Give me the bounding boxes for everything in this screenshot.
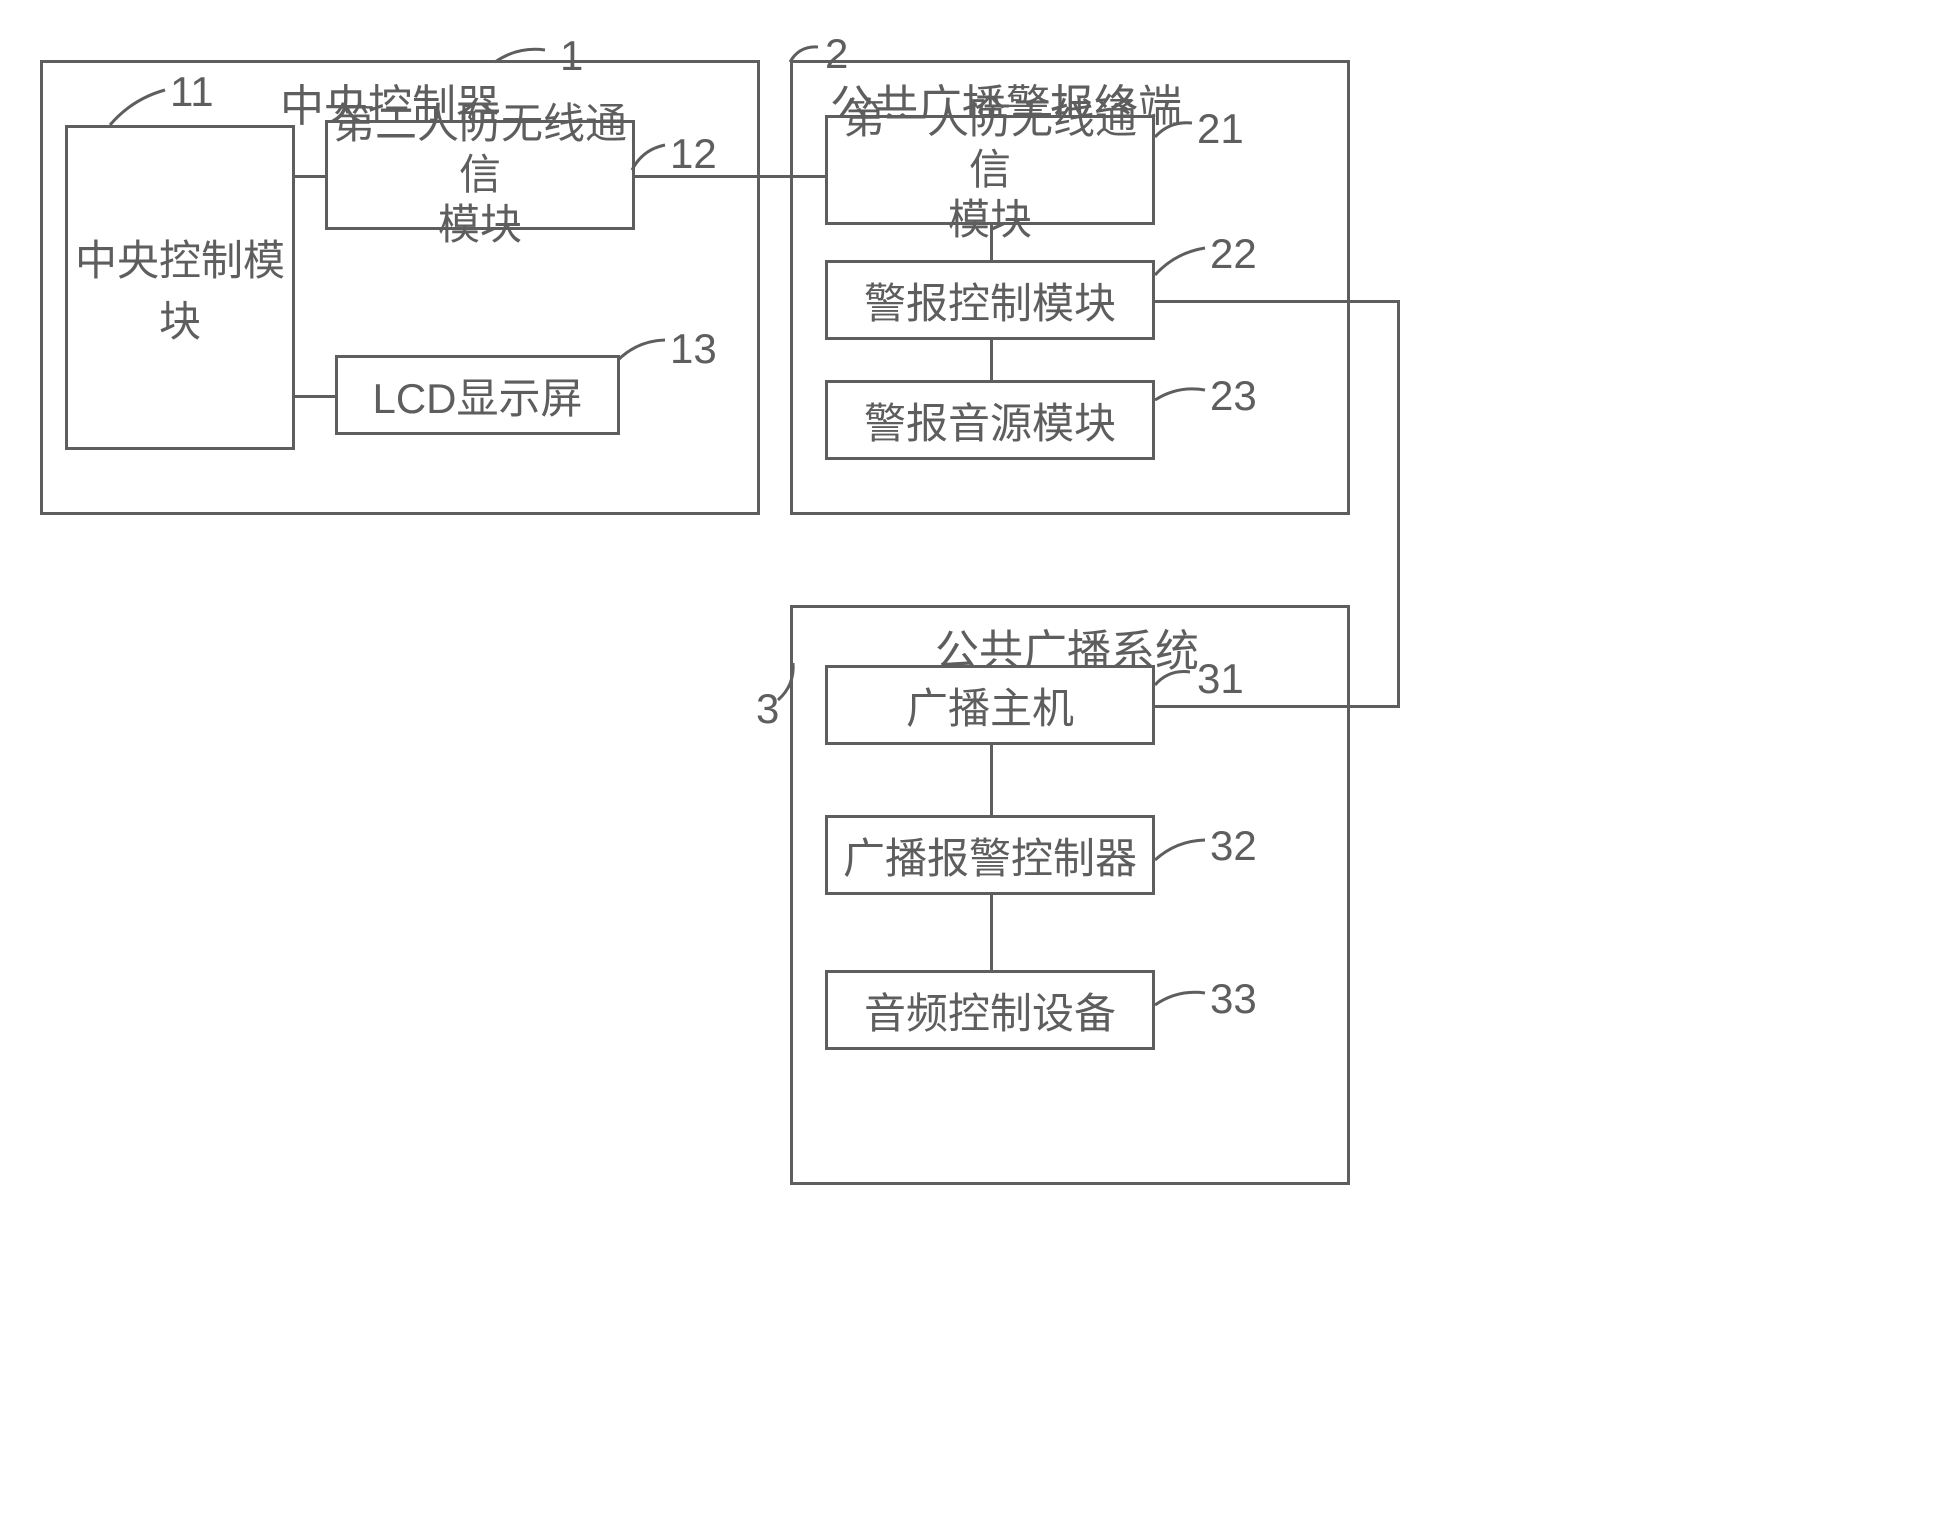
block-alarm-control-module: 警报控制模块: [825, 260, 1155, 340]
ref-21: 21: [1197, 105, 1244, 153]
ref-1: 1: [560, 32, 583, 80]
connector-line: [295, 395, 335, 398]
connector-line: [990, 225, 993, 260]
ref-2: 2: [825, 30, 848, 78]
block-13-label: LCD显示屏: [372, 365, 582, 426]
block-central-control-module: 中央控制模块: [65, 125, 295, 450]
block-12-label: 第二人防无线通信 模块: [328, 99, 632, 250]
block-lcd-display: LCD显示屏: [335, 355, 620, 435]
ref-11: 11: [170, 68, 214, 116]
ref-32: 32: [1210, 822, 1257, 870]
block-broadcast-host: 广播主机: [825, 665, 1155, 745]
block-32-label: 广播报警控制器: [843, 825, 1137, 886]
block-11-label: 中央控制模块: [68, 227, 292, 349]
connector-line: [990, 895, 993, 970]
connector-line: [635, 175, 825, 178]
block-31-label: 广播主机: [906, 675, 1074, 736]
connector-line: [1155, 300, 1400, 303]
block-22-label: 警报控制模块: [864, 270, 1116, 331]
block-first-wireless-comm: 第一人防无线通信 模块: [825, 115, 1155, 225]
ref-23: 23: [1210, 372, 1257, 420]
ref-33: 33: [1210, 975, 1257, 1023]
ref-22: 22: [1210, 230, 1257, 278]
connector-line: [990, 745, 993, 815]
ref-3: 3: [756, 685, 779, 733]
connector-line: [295, 175, 325, 178]
block-alarm-source-module: 警报音源模块: [825, 380, 1155, 460]
block-23-label: 警报音源模块: [864, 390, 1116, 451]
connector-line: [990, 340, 993, 380]
block-21-label: 第一人防无线通信 模块: [828, 94, 1152, 245]
block-audio-control-device: 音频控制设备: [825, 970, 1155, 1050]
ref-13: 13: [670, 325, 717, 373]
block-broadcast-alarm-controller: 广播报警控制器: [825, 815, 1155, 895]
ref-31: 31: [1197, 655, 1244, 703]
connector-line: [1155, 705, 1400, 708]
connector-line: [1397, 300, 1400, 705]
block-33-label: 音频控制设备: [864, 980, 1116, 1041]
block-second-wireless-comm: 第二人防无线通信 模块: [325, 120, 635, 230]
ref-12: 12: [670, 130, 717, 178]
